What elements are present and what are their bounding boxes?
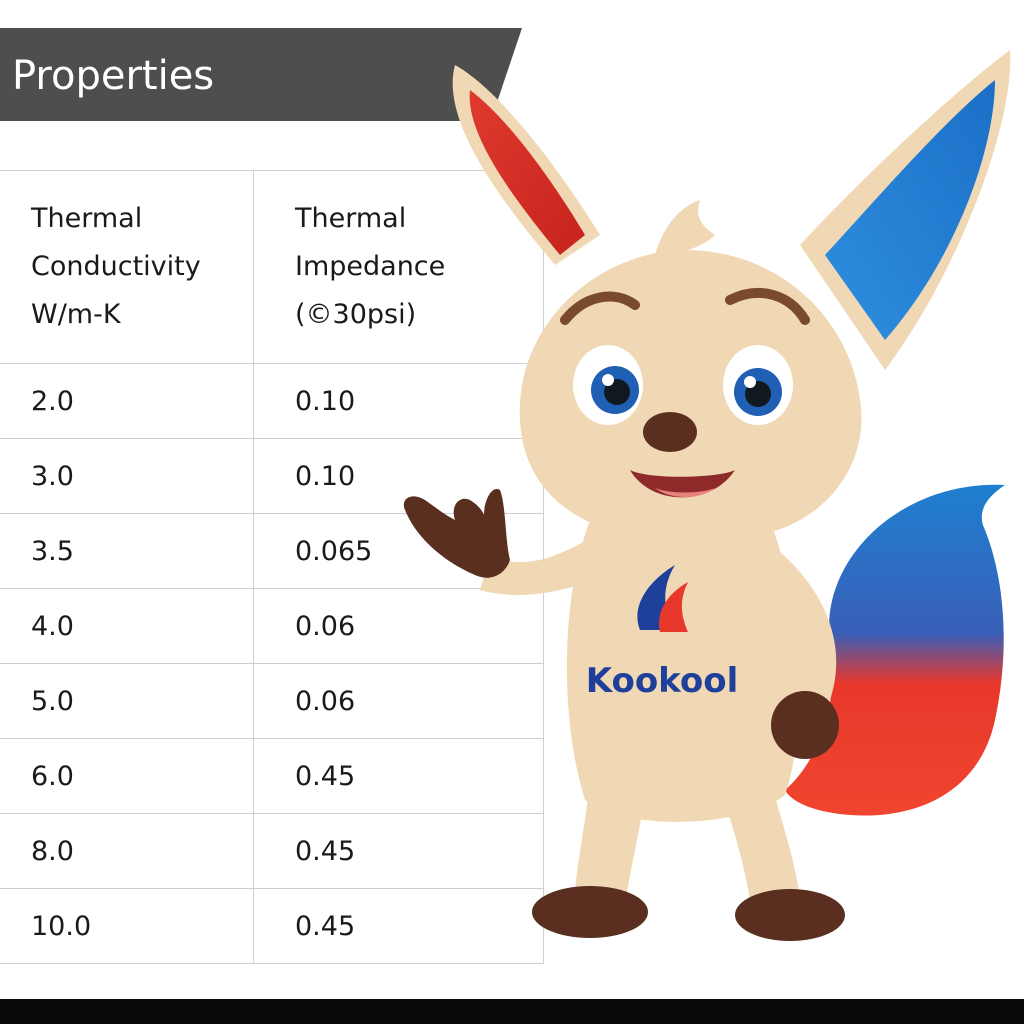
conductivity-cell: 4.0 [0,588,254,664]
tongue [655,488,715,497]
conductivity-cell: 2.0 [0,363,254,439]
properties-table-wrap: Thermal Conductivity W/m-K Thermal Imped… [0,170,544,964]
bottom-bar [0,999,1024,1024]
right-paw [771,691,839,759]
header-banner [0,28,522,121]
right-arm [755,540,837,715]
brand-wordmark: Kookool [586,661,739,701]
tail [785,484,1005,816]
fox-mascot-illustration: Kookool [403,50,1011,941]
table-row: 3.0 0.10 [0,438,544,514]
header-thermal-conductivity: Thermal Conductivity W/m-K [0,170,254,364]
left-arm [480,535,605,595]
header-line: Thermal [295,203,407,234]
impedance-cell: 0.06 [253,663,544,739]
left-ear-inner [469,90,585,255]
body [566,520,800,822]
table-row: 5.0 0.06 [0,663,544,739]
impedance-cell: 0.10 [253,363,544,439]
header-line: Impedance [295,251,446,282]
conductivity-cell: 8.0 [0,813,254,889]
header-line: Thermal [31,203,143,234]
conductivity-cell: 5.0 [0,663,254,739]
left-eye-shine [602,374,614,386]
header-thermal-impedance: Thermal Impedance (©30psi) [253,170,544,364]
properties-table: Thermal Conductivity W/m-K Thermal Imped… [0,170,544,964]
header-line: (©30psi) [295,299,417,330]
header-line: Conductivity [31,251,201,282]
nose [643,412,697,452]
logo-flame-red [659,582,688,632]
left-paw [403,489,510,578]
conductivity-cell: 3.5 [0,513,254,589]
page-title: Properties [12,53,215,99]
conductivity-cell: 10.0 [0,888,254,964]
head [519,249,862,543]
right-foot [735,889,845,941]
table-row: 6.0 0.45 [0,738,544,814]
table-row: 2.0 0.10 [0,363,544,439]
conductivity-cell: 3.0 [0,438,254,514]
conductivity-cell: 6.0 [0,738,254,814]
header-line: W/m-K [31,299,121,330]
left-foot [532,886,648,938]
left-brow [560,291,640,325]
table-row: 10.0 0.45 [0,888,544,964]
table-header-row: Thermal Conductivity W/m-K Thermal Imped… [0,170,544,364]
impedance-cell: 0.45 [253,888,544,964]
table-row: 4.0 0.06 [0,588,544,664]
right-brow [725,287,810,325]
right-eye-shine [744,376,756,388]
right-ear-inner [825,80,995,340]
head-tuft [655,200,715,255]
impedance-cell: 0.06 [253,588,544,664]
left-eye-pupil [604,379,630,405]
